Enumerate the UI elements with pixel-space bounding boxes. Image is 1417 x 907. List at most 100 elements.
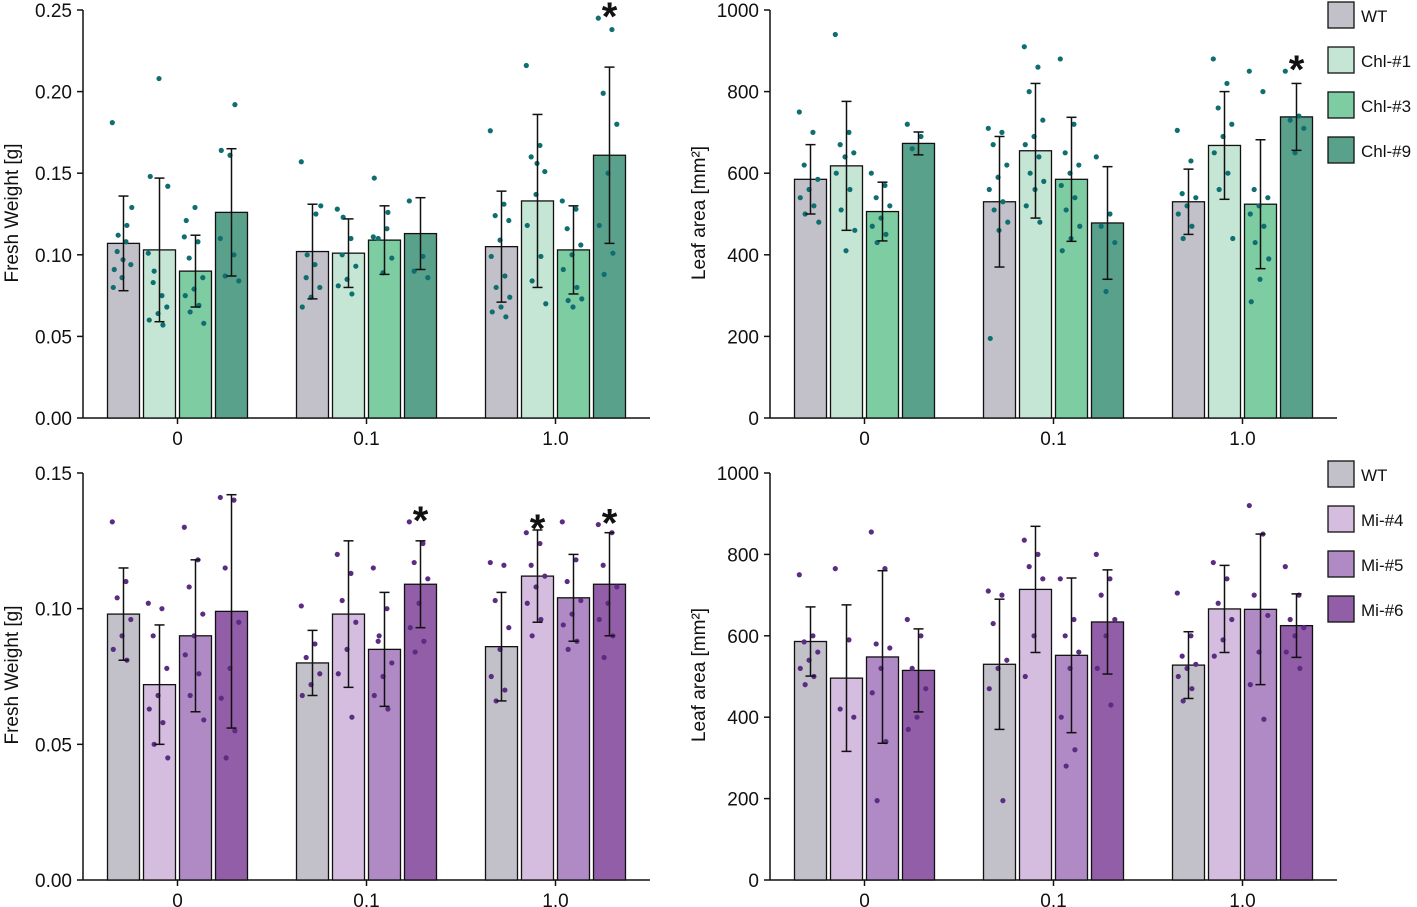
data-point: [299, 304, 305, 310]
data-point: [164, 304, 170, 310]
x-tick-label: 1.0: [1229, 891, 1255, 907]
data-point: [838, 207, 844, 213]
data-point: [187, 692, 193, 699]
y-tick-label: 0.05: [35, 735, 72, 756]
data-point: [339, 597, 345, 604]
data-point: [837, 706, 843, 712]
data-point: [1112, 239, 1118, 246]
data-point: [303, 654, 309, 661]
bar-wt-0: [793, 640, 828, 881]
data-point: [370, 234, 376, 240]
data-point: [538, 253, 544, 260]
data-point: [987, 335, 993, 342]
data-point: [425, 275, 431, 281]
data-point: [222, 273, 228, 279]
data-point: [1058, 714, 1064, 720]
bar-mi-6-0-1: [403, 583, 438, 881]
data-point: [150, 633, 156, 639]
data-point: [371, 175, 377, 181]
x-tick-label: 0.1: [353, 429, 379, 450]
data-point: [411, 559, 417, 566]
data-point: [600, 562, 606, 568]
legend: WT Mi-#4 Mi-#5 Mi-#6: [1327, 460, 1404, 623]
y-tick-label: 0.10: [35, 600, 72, 621]
data-point: [186, 584, 192, 590]
data-point: [493, 284, 499, 291]
data-point: [1265, 195, 1271, 201]
data-point: [488, 253, 494, 260]
data-point: [1103, 288, 1109, 295]
data-point: [492, 597, 498, 604]
data-point: [578, 597, 584, 604]
data-point: [990, 142, 996, 148]
data-point: [493, 698, 499, 704]
data-point: [868, 529, 874, 535]
data-point: [573, 206, 579, 212]
data-point: [887, 203, 893, 209]
data-point: [1180, 698, 1186, 704]
data-point: [1040, 117, 1046, 123]
significance-marker: *: [413, 499, 429, 543]
data-point: [231, 497, 237, 503]
data-point: [375, 235, 381, 242]
data-point: [923, 686, 929, 692]
data-point: [335, 283, 341, 289]
data-point: [1297, 665, 1303, 671]
data-point: [1026, 89, 1032, 95]
data-point: [348, 570, 354, 576]
data-point: [487, 128, 493, 134]
data-point: [528, 154, 534, 160]
data-point: [797, 195, 803, 201]
data-point: [421, 638, 427, 644]
data-point: [1287, 616, 1293, 623]
data-point: [407, 625, 413, 631]
data-point: [1229, 616, 1235, 623]
data-point: [796, 109, 802, 115]
legend-swatch-chl-1: [1327, 46, 1355, 74]
data-point: [1108, 702, 1114, 708]
data-point: [873, 641, 879, 647]
data-point: [165, 755, 171, 761]
data-point: [1037, 219, 1043, 225]
y-tick-label: 600: [727, 164, 759, 185]
data-point: [1247, 682, 1253, 688]
y-tick-label: 400: [727, 246, 759, 267]
data-point: [1021, 44, 1027, 50]
data-point: [559, 519, 565, 525]
data-point: [1035, 551, 1041, 558]
data-point: [303, 275, 309, 281]
data-point: [1040, 576, 1046, 582]
data-point: [565, 297, 571, 304]
legend-swatch-mi-4: [1327, 505, 1355, 533]
data-point: [389, 255, 395, 261]
data-point: [222, 565, 228, 571]
data-point: [542, 573, 548, 579]
chl-leaf-area-chart: Leaf area [mm²] WT Chl-#1 Chl-#3 Chl-#9 0 20…: [689, 1, 1411, 450]
data-point: [223, 755, 229, 761]
data-point: [128, 261, 134, 268]
y-tick-label: 0.10: [35, 246, 72, 267]
x-tick-label: 1.0: [542, 429, 568, 450]
data-point: [1246, 68, 1252, 74]
data-point: [816, 219, 822, 225]
data-point: [1180, 235, 1186, 242]
data-point: [165, 183, 171, 189]
data-point: [985, 588, 991, 594]
data-point: [595, 521, 601, 528]
data-point: [312, 261, 318, 268]
y-tick-label: 800: [727, 545, 759, 566]
data-point: [1000, 798, 1006, 804]
data-point: [334, 551, 340, 558]
data-point: [1071, 616, 1077, 623]
legend-label-mi-6: Mi-#6: [1361, 601, 1404, 620]
data-point: [183, 217, 189, 224]
data-point: [111, 266, 117, 273]
data-point: [492, 213, 498, 219]
data-point: [1063, 207, 1069, 213]
data-point: [200, 611, 206, 617]
data-point: [1210, 56, 1216, 62]
data-point: [1282, 68, 1288, 74]
data-point: [1179, 653, 1185, 659]
bar-chl-1-0: [142, 249, 177, 419]
data-point: [542, 168, 548, 175]
